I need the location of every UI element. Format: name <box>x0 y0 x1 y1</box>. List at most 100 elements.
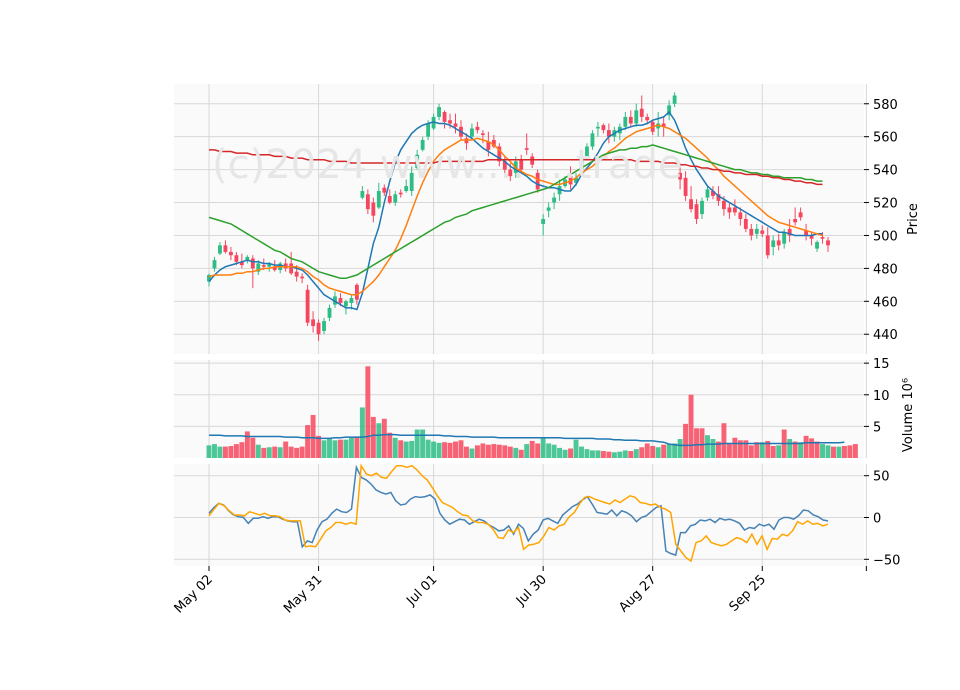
candle-body <box>826 240 830 246</box>
volume-bar <box>513 447 519 458</box>
volume-ytick-label: 15 <box>873 357 890 372</box>
volume-bar <box>546 443 552 458</box>
candle-body <box>820 237 825 239</box>
candle-body <box>809 235 814 239</box>
volume-bar <box>469 448 475 458</box>
volume-bar <box>458 440 464 458</box>
volume-bar <box>239 442 245 458</box>
price-ytick-label: 480 <box>873 262 898 277</box>
candle-body <box>661 123 666 127</box>
candle-body <box>787 228 792 236</box>
volume-bar <box>365 366 371 458</box>
watermark-text: (c)2024 www.... ...trade <box>212 142 683 188</box>
volume-bar <box>442 442 448 458</box>
volume-bar <box>694 428 699 458</box>
candle-body <box>409 172 414 192</box>
price-ytick-label: 440 <box>873 328 898 343</box>
volume-panel: 5 10 15 Volume 10⁶ <box>174 357 916 458</box>
candle-body <box>420 139 425 150</box>
x-axis: May 02 May 31 Jul 01 Jul 30 Aug 27 Sep 25 <box>172 566 867 616</box>
candle-body <box>497 146 502 162</box>
price-ma-line-3 <box>208 144 823 280</box>
volume-bar <box>414 429 420 458</box>
volume-bar <box>485 444 491 458</box>
volume-bar <box>420 429 426 458</box>
candle-body <box>711 191 715 196</box>
volume-bar <box>825 445 831 458</box>
candle-body <box>557 186 562 195</box>
volume-bar <box>299 446 305 458</box>
candle-body <box>541 219 546 224</box>
candle-body <box>338 298 343 303</box>
volume-bar <box>233 444 239 458</box>
volume-bar <box>250 437 256 458</box>
volume-bar <box>376 423 382 458</box>
price-ma-line-4 <box>209 149 823 186</box>
volume-bar <box>474 445 480 458</box>
candle-body <box>502 161 507 170</box>
candle-body <box>596 126 600 129</box>
volume-bar <box>409 440 415 458</box>
volume-bar <box>244 431 250 458</box>
candle-body <box>552 197 557 203</box>
volume-bar <box>595 450 601 458</box>
volume-bar <box>650 445 656 458</box>
candle-body <box>327 307 332 318</box>
x-tick-label: Aug 27 <box>616 572 659 615</box>
price-ytick-label: 500 <box>873 229 898 244</box>
candle-body <box>524 148 529 150</box>
candle-body <box>453 123 458 127</box>
candle-body <box>667 105 672 116</box>
volume-bar <box>436 442 442 458</box>
volume-bar <box>524 444 530 458</box>
candle-body <box>639 108 644 117</box>
volume-bar <box>792 441 798 458</box>
volume-bar <box>852 444 858 458</box>
x-tick-label: Sep 25 <box>727 572 770 615</box>
volume-bar <box>633 449 639 458</box>
volume-bar <box>370 416 376 458</box>
candle-body <box>546 207 551 211</box>
volume-bar <box>672 443 678 458</box>
volume-bar <box>321 440 327 458</box>
volume-bar <box>606 451 612 458</box>
candle-body <box>683 177 688 196</box>
candle-body <box>678 172 683 180</box>
volume-panel-background <box>174 360 864 458</box>
volume-bar <box>272 446 278 458</box>
x-tick-label: May 31 <box>281 572 325 616</box>
volume-bar <box>622 450 628 458</box>
candle-body <box>749 228 754 236</box>
price-ytick-label: 560 <box>873 131 898 146</box>
volume-bar <box>579 446 584 458</box>
volume-bar <box>507 446 513 458</box>
candle-body <box>760 230 765 234</box>
volume-bar <box>222 446 228 458</box>
volume-ytick-label: 5 <box>873 420 881 435</box>
candle-body <box>289 263 294 274</box>
volume-bar <box>502 445 508 458</box>
candle-body <box>486 141 491 150</box>
candle-body <box>634 110 639 124</box>
volume-bar <box>491 444 497 458</box>
candle-body <box>376 191 381 208</box>
volume-bar <box>628 451 634 458</box>
volume-bar <box>726 444 732 458</box>
candle-body <box>212 260 217 269</box>
candle-body <box>705 189 710 198</box>
volume-bar <box>661 444 667 458</box>
candle-body <box>689 199 693 210</box>
volume-bar <box>770 445 776 458</box>
candle-body <box>387 195 392 203</box>
volume-bar <box>655 447 661 458</box>
volume-bar <box>803 435 809 458</box>
oscillator-panel-background <box>174 464 864 566</box>
candle-body <box>272 266 277 271</box>
candle-body <box>738 212 743 219</box>
price-axis-label: Price <box>906 203 921 235</box>
volume-bar <box>529 440 535 458</box>
price-ma-line-2 <box>208 124 823 296</box>
volume-bar <box>759 442 765 458</box>
candle-body <box>771 240 776 247</box>
